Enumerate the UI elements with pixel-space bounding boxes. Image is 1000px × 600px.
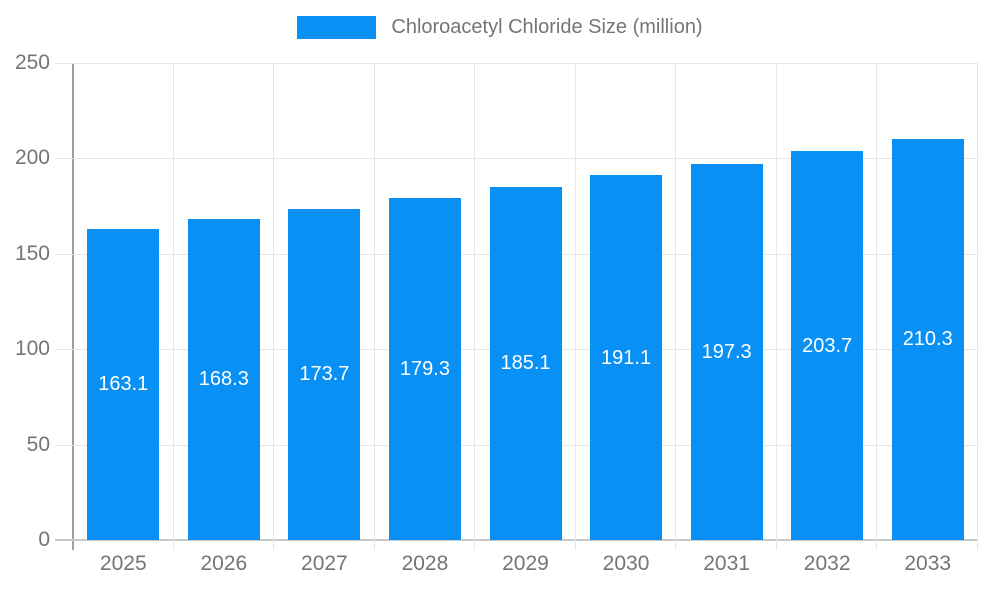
x-axis-label: 2029 [502,552,549,575]
bar-2032[interactable]: 203.7 [791,151,864,540]
gridline-vertical [474,63,476,550]
bar-value-label: 203.7 [802,334,853,357]
bar-2026[interactable]: 168.3 [187,218,260,540]
gridline-vertical [876,63,878,550]
legend-label: Chloroacetyl Chloride Size (million) [391,16,703,38]
legend-item[interactable]: Chloroacetyl Chloride Size (million) [0,16,1000,39]
bar-2031[interactable]: 197.3 [690,163,763,540]
gridline-vertical [273,63,275,550]
y-axis-line [72,63,74,550]
gridline-horizontal [55,158,978,160]
bar-value-label: 168.3 [198,368,249,391]
y-axis-label: 250 [14,51,50,74]
gridline-horizontal [55,63,978,64]
gridline-vertical [977,63,978,550]
x-axis-label: 2030 [602,552,650,575]
y-axis-label: 200 [14,146,50,170]
bar-2027[interactable]: 173.7 [288,208,361,540]
legend-swatch [297,16,377,39]
x-axis-label: 2028 [401,552,449,575]
x-axis-label: 2025 [99,552,147,575]
x-axis-label: 2026 [200,552,248,575]
bar-2025[interactable]: 163.1 [87,228,160,540]
bar-value-label: 210.3 [902,328,953,351]
x-axis-label: 2031 [703,552,750,575]
bar-2029[interactable]: 185.1 [489,186,562,540]
x-axis-label: 2027 [301,552,348,575]
y-axis-label: 100 [14,337,50,361]
plot-area: 163.1 168.3 173.7 179.3 185.1 191.1 197.3 203.7… [55,63,978,550]
x-axis-label: 2032 [803,552,851,575]
x-axis-baseline [55,539,978,541]
bar-2033[interactable]: 210.3 [891,138,964,540]
gridline-vertical [675,63,677,550]
y-axis-label: 50 [26,432,50,456]
bar-2030[interactable]: 191.1 [590,175,663,540]
bar-2028[interactable]: 179.3 [388,197,461,540]
x-axis-label: 2033 [904,552,952,575]
y-axis-label: 0 [38,528,50,551]
gridline-vertical [775,63,777,550]
bar-value-label: 163.1 [98,373,149,396]
gridline-vertical [373,63,375,550]
bar-value-label: 173.7 [299,363,350,386]
bar-value-label: 179.3 [399,357,450,380]
gridline-vertical [172,63,174,550]
bar-value-label: 185.1 [500,352,551,375]
y-axis-label: 150 [14,241,50,265]
bar-value-label: 197.3 [701,340,752,363]
bar-value-label: 191.1 [601,346,652,369]
gridline-vertical [574,63,576,550]
